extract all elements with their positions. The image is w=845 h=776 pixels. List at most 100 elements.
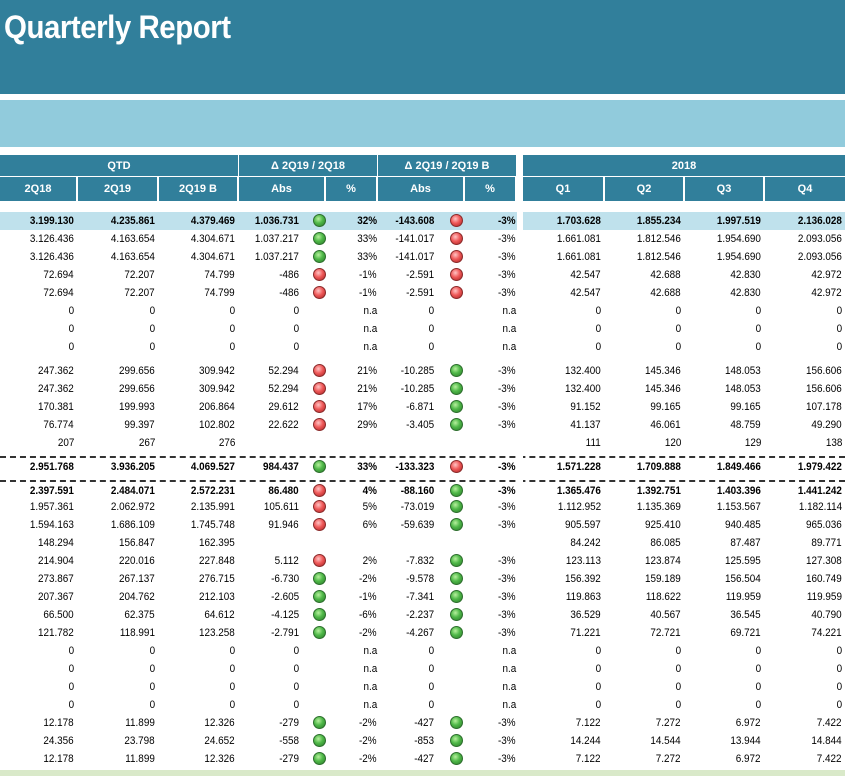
table-cell: 0 [675,323,681,335]
table-cell: 7.272 [656,753,681,765]
table-cell: 12.326 [204,717,235,729]
table-cell: 120 [664,437,681,449]
table-cell: -10.285 [400,365,434,377]
table-cell: 14.244 [570,735,601,747]
table-cell: 1.703.628 [556,215,601,227]
table-cell: 148.053 [725,383,761,395]
table-cell: 12.326 [204,753,235,765]
table-cell: 0 [428,341,434,353]
table-row: 0 0 0 0 n.a 0 n.a 0 0 0 0 [0,696,845,714]
table-cell: 145.346 [645,383,681,395]
table-cell: 0 [149,663,155,675]
table-cell: -3% [498,573,516,585]
table-cell: 0 [149,681,155,693]
table-cell: 7.422 [817,753,842,765]
green-status-icon [450,608,463,621]
table-cell: 0 [836,681,842,693]
table-cell: n.a [502,645,516,657]
table-cell: 12.178 [43,717,74,729]
table-row: 12.178 11.899 12.326 -279 -2% -427 -3% 7.122 7.2… [0,714,845,732]
table-cell: 72.207 [124,287,155,299]
table-cell: 0 [595,699,601,711]
table-cell: 40.790 [811,609,842,621]
table-cell: 220.016 [119,555,155,567]
table-cell: 119.959 [725,591,761,603]
table-cell: 33% [357,233,377,245]
red-status-icon [450,286,463,299]
header-group-2018: 2018 [523,155,845,177]
table-cell: 62.375 [124,609,155,621]
table-cell: 0 [428,663,434,675]
table-cell: 7.422 [817,717,842,729]
table-row: 0 0 0 0 n.a 0 n.a 0 0 0 0 [0,642,845,660]
table-cell: 227.848 [199,555,235,567]
table-cell: 247.362 [38,365,74,377]
table-cell: 21% [357,365,377,377]
table-cell: 940.485 [725,519,761,531]
table-cell: 0 [755,699,761,711]
red-status-icon [313,286,326,299]
green-status-icon [450,734,463,747]
table-row: 1.957.361 2.062.972 2.135.991 105.611 5% -73.… [0,498,845,516]
column-header-10: Q3 [685,177,764,201]
red-status-icon [313,268,326,281]
table-cell: 156.606 [806,365,842,377]
table-cell: 1.153.567 [716,501,761,513]
green-status-icon [313,250,326,263]
table-cell: 0 [428,681,434,693]
table-cell: 2.135.991 [190,501,235,513]
table-cell: 42.688 [650,269,681,281]
table-cell: 160.749 [806,573,842,585]
table-cell: 0 [595,663,601,675]
table-cell: -59.639 [400,519,434,531]
table-cell: 33% [357,251,377,263]
table-cell: 905.597 [565,519,601,531]
table-cell: -6.730 [270,573,299,585]
table-cell: 0 [293,663,299,675]
table-row: 3.126.436 4.163.654 4.304.671 1.037.217 33% -… [0,230,845,248]
table-cell: -7.341 [405,591,434,603]
table-row: 207 267 276 111 120 129 138 [0,434,845,452]
table-cell: -3% [498,627,516,639]
table-cell: 0 [428,323,434,335]
column-header-3: 2Q19 B [159,177,238,201]
table-cell: 0 [836,699,842,711]
table-cell: 148.294 [38,537,74,549]
table-cell: 1.135.369 [636,501,681,513]
green-status-icon [313,590,326,603]
table-row: 0 0 0 0 n.a 0 n.a 0 0 0 0 [0,338,845,356]
table-cell: 0 [149,645,155,657]
table-cell: -4.125 [270,609,299,621]
table-cell: 0 [836,663,842,675]
table-cell: -3% [498,609,516,621]
column-header-8: Q1 [523,177,604,201]
table-cell: 273.867 [38,573,74,585]
green-status-icon [450,382,463,395]
table-cell: 0 [836,323,842,335]
table-cell: 0 [149,341,155,353]
table-cell: 107.178 [806,401,842,413]
table-cell: -3% [498,383,516,395]
table-cell: 0 [428,699,434,711]
table-cell: 33% [357,461,377,473]
table-cell: -2.791 [270,627,299,639]
table-cell: 156.847 [119,537,155,549]
table-cell: -3% [498,501,516,513]
table-cell: -141.017 [394,251,434,263]
table-cell: 6.972 [736,717,761,729]
table-cell: 0 [755,341,761,353]
table-cell: 0 [229,305,235,317]
table-cell: -2.591 [405,269,434,281]
table-cell: 64.612 [204,609,235,621]
table-cell: -2% [359,717,377,729]
table-cell: 49.290 [811,419,842,431]
table-cell: 0 [229,645,235,657]
table-cell: 2.136.028 [797,215,842,227]
table-cell: 309.942 [199,365,235,377]
table-cell: 984.437 [263,461,299,473]
table-cell: -3% [498,269,516,281]
table-cell: 1.594.163 [29,519,74,531]
table-cell: 99.165 [650,401,681,413]
table-cell: 1.441.242 [797,485,842,497]
table-cell: -6.871 [405,401,434,413]
